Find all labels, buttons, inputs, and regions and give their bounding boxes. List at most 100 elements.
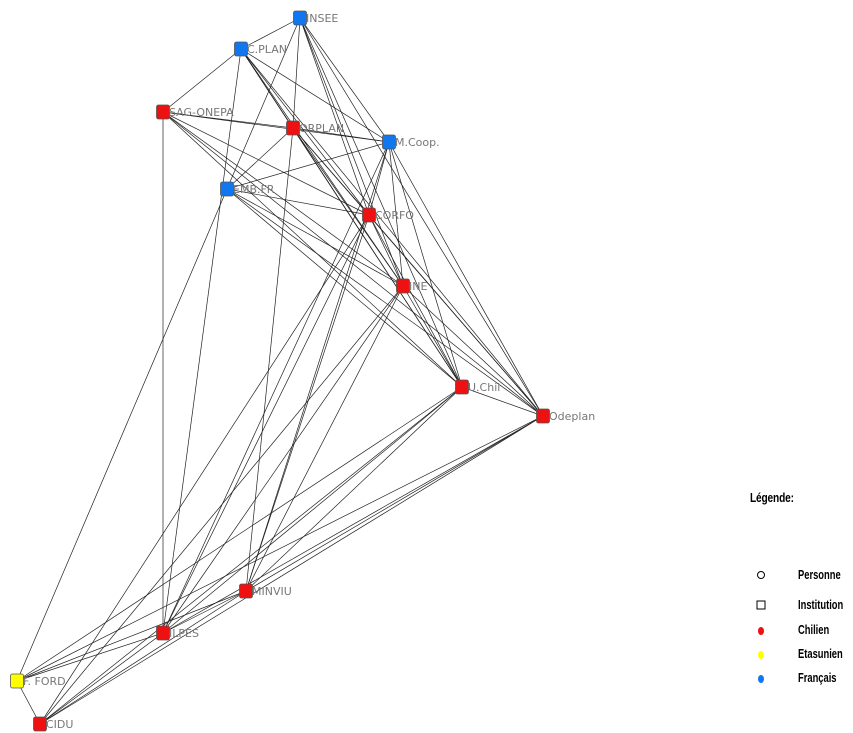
edge-corfo-odeplan (368, 214, 544, 417)
blue-dot-icon (758, 675, 764, 683)
node-marker (156, 104, 170, 120)
edge-odeplan-fford (16, 415, 544, 682)
node-marker (239, 583, 253, 599)
node-minviu: MINVIU (239, 583, 292, 599)
edge-sagonepa-uchile (162, 111, 463, 388)
edge-insee-orplan (292, 17, 301, 129)
node-corfo: CORFO (362, 207, 414, 223)
edge-ilpes-fford (16, 632, 164, 682)
yellow-dot-icon (758, 651, 764, 659)
edge-cplan-corfo (240, 48, 370, 216)
edge-odeplan-minviu (245, 415, 544, 592)
edge-orplan-minviu (245, 127, 294, 592)
edge-embfr-fford (16, 188, 228, 682)
edge-odeplan-cidu (39, 415, 544, 725)
node-marker (455, 379, 469, 395)
edge-embfr-corfo (226, 188, 370, 216)
legend-label: Personne (798, 567, 841, 582)
node-marker (286, 120, 300, 136)
edge-embfr-uchile (226, 188, 463, 388)
edge-insee-cplan (240, 17, 301, 50)
node-sagonepa: SAG-ONEPA (156, 104, 234, 120)
circle-outline-icon (757, 571, 765, 579)
edge-cplan-sagonepa (162, 48, 242, 113)
edge-mcoop-ilpes (162, 141, 390, 634)
legend-label: Institution (798, 597, 844, 612)
legend-label: Chilien (798, 622, 830, 637)
node-embfr: EMB.FR (220, 181, 275, 197)
edge-insee-odeplan (299, 17, 544, 417)
node-marker (362, 207, 376, 223)
edge-mcoop-corfo (368, 141, 390, 216)
edge-corfo-minviu (245, 214, 370, 592)
legend-item-francais: Français (750, 669, 853, 687)
node-cplan: C.PLAN (234, 41, 287, 57)
edge-insee-embfr (226, 17, 301, 190)
edge-cplan-ilpes (162, 48, 242, 634)
edge-cplan-mcoop (240, 48, 390, 143)
edge-mcoop-odeplan (388, 141, 544, 417)
edge-ine-minviu (245, 285, 404, 592)
edge-corfo-uchile (368, 214, 463, 388)
node-label: ILPES (169, 627, 199, 640)
square-outline-icon (756, 600, 766, 610)
edge-insee-mcoop (299, 17, 390, 143)
node-orplan: ORPLAN (286, 120, 344, 136)
edge-insee-corfo (299, 17, 370, 216)
red-dot-icon (758, 627, 764, 635)
edge-minviu-cidu (39, 590, 247, 725)
node-marker (382, 134, 396, 150)
edge-cplan-odeplan (240, 48, 544, 417)
node-ilpes: ILPES (156, 625, 199, 641)
edge-uchile-ilpes (162, 386, 463, 634)
node-label: C.PLAN (247, 43, 287, 56)
node-label: CIDU (46, 718, 73, 731)
edge-corfo-ilpes (162, 214, 370, 634)
legend: Légende: Personne Institution Chilien Et… (750, 490, 853, 733)
node-mcoop: M.Coop. (382, 134, 440, 150)
edge-cplan-ine (240, 48, 404, 287)
edge-embfr-odeplan (226, 188, 544, 417)
legend-label: Etasunien (798, 646, 843, 661)
node-marker (536, 408, 550, 424)
edge-mcoop-ine (388, 141, 404, 287)
node-label: ORPLAN (299, 122, 344, 135)
node-label: M.Coop. (395, 136, 440, 149)
edge-uchile-odeplan (461, 386, 544, 417)
graph-edges (16, 17, 544, 725)
node-marker (33, 716, 47, 732)
edge-orplan-uchile (292, 127, 463, 388)
edge-insee-ine (299, 17, 404, 287)
edge-ine-odeplan (402, 285, 544, 417)
legend-title: Légende: (750, 490, 794, 505)
node-uchile: U.Chil (455, 379, 500, 395)
node-label: U.Chil (468, 381, 500, 394)
edge-ilpes-cidu (39, 632, 164, 725)
edge-corfo-cidu (39, 214, 370, 725)
node-ine: INE (396, 278, 427, 294)
edge-mcoop-uchile (388, 141, 463, 388)
node-odeplan: Odeplan (536, 408, 595, 424)
edge-ine-uchile (402, 285, 463, 388)
node-marker (293, 10, 307, 26)
legend-item-personne: Personne (750, 566, 853, 584)
node-label: CORFO (375, 209, 414, 222)
node-cidu: CIDU (33, 716, 73, 732)
edge-orplan-ine (292, 127, 404, 287)
node-marker (156, 625, 170, 641)
node-fford: F. FORD (10, 673, 66, 689)
edge-uchile-fford (16, 386, 463, 682)
edge-uchile-cidu (39, 386, 463, 725)
edge-embfr-ine (226, 188, 404, 287)
edge-corfo-ine (368, 214, 404, 287)
edge-sagonepa-mcoop (162, 111, 390, 143)
node-label: MINVIU (252, 585, 292, 598)
node-marker (234, 41, 248, 57)
node-marker (220, 181, 234, 197)
edge-uchile-minviu (245, 386, 463, 592)
edge-odeplan-ilpes (162, 415, 544, 634)
node-marker (10, 673, 24, 689)
node-label: INSEE (306, 12, 338, 25)
node-label: INE (409, 280, 427, 293)
